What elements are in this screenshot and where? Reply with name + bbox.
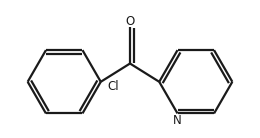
Text: O: O: [125, 15, 135, 28]
Text: N: N: [173, 114, 182, 127]
Text: Cl: Cl: [108, 80, 119, 93]
